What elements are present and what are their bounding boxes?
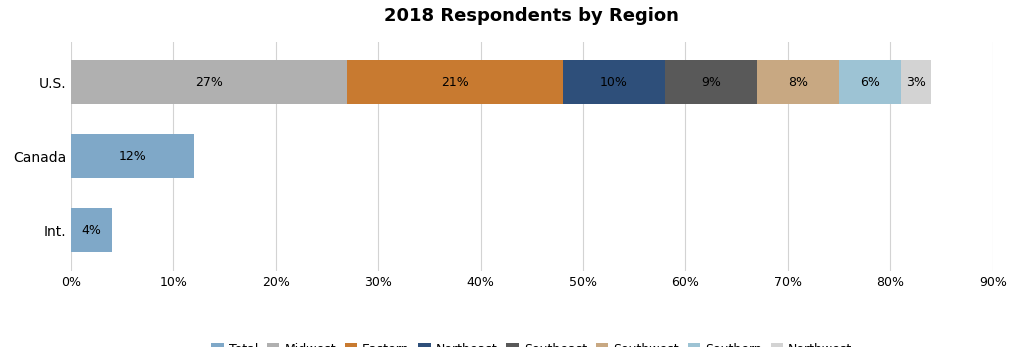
Text: 12%: 12% <box>119 150 146 163</box>
Text: 9%: 9% <box>701 76 721 89</box>
Text: 4%: 4% <box>81 223 101 237</box>
Bar <box>901 60 931 104</box>
Title: 2018 Respondents by Region: 2018 Respondents by Region <box>384 7 680 25</box>
Text: 21%: 21% <box>441 76 469 89</box>
Text: 3%: 3% <box>906 76 926 89</box>
Bar <box>665 60 757 104</box>
Bar <box>757 60 839 104</box>
Bar <box>562 60 665 104</box>
Bar <box>347 60 562 104</box>
Text: 6%: 6% <box>860 76 879 89</box>
Bar <box>71 208 111 252</box>
Text: 27%: 27% <box>196 76 223 89</box>
Bar <box>71 60 347 104</box>
Legend: Total, Midwest, Eastern, Northeast, Southeast, Southwest, Southern, Northwest: Total, Midwest, Eastern, Northeast, Sout… <box>207 338 857 347</box>
Text: 10%: 10% <box>600 76 628 89</box>
Bar <box>71 134 193 178</box>
Text: 8%: 8% <box>788 76 808 89</box>
Bar <box>839 60 901 104</box>
